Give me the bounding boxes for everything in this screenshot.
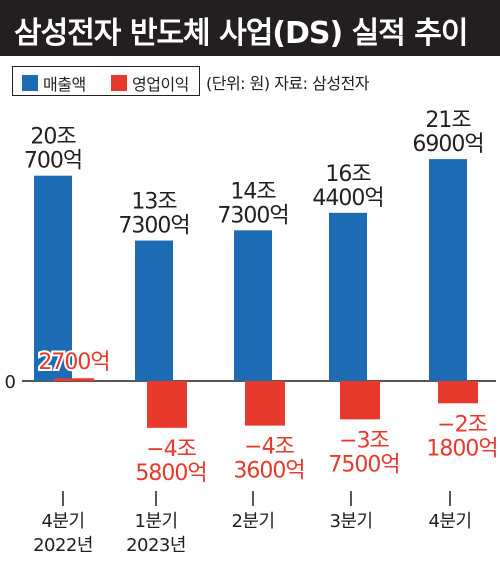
bar-revenue bbox=[429, 159, 467, 381]
data-label-profit: −4조 bbox=[244, 435, 294, 460]
bar-profit bbox=[147, 381, 187, 428]
bar-profit bbox=[245, 381, 285, 426]
data-label-revenue: 20조 bbox=[30, 125, 76, 150]
data-label-profit: 7500억 bbox=[328, 452, 399, 477]
legend-label-revenue: 매출액 bbox=[43, 75, 86, 94]
bar-profit bbox=[54, 378, 94, 381]
data-label-revenue: 13조 bbox=[131, 190, 177, 215]
data-label-revenue: 700억 bbox=[24, 149, 82, 174]
x-tick-label: 4분기 bbox=[41, 511, 84, 532]
data-label-profit: 3600억 bbox=[233, 459, 304, 484]
data-label-revenue: 4400억 bbox=[312, 186, 383, 211]
x-tick-label: 4분기 bbox=[428, 511, 471, 532]
data-label-profit: 5800억 bbox=[135, 461, 206, 486]
data-label-revenue: 14조 bbox=[230, 179, 276, 204]
data-label-profit: 1800억 bbox=[426, 436, 497, 461]
legend: 매출액 영업이익 bbox=[12, 66, 200, 96]
x-tick-label: 2분기 bbox=[231, 511, 274, 532]
bar-profit bbox=[438, 381, 478, 404]
x-tick-label: 1분기 bbox=[134, 511, 177, 532]
bar-revenue bbox=[329, 212, 367, 381]
legend-label-profit: 영업이익 bbox=[132, 75, 189, 94]
x-tick-label: 2022년 bbox=[33, 535, 93, 556]
source-note: (단위: 원) 자료: 삼성전자 bbox=[206, 74, 370, 93]
legend-swatch-profit bbox=[111, 75, 127, 91]
data-label-profit: −3조 bbox=[339, 428, 389, 453]
x-tick-label: 2023년 bbox=[126, 535, 186, 556]
legend-swatch-revenue bbox=[22, 75, 38, 91]
x-tick-label: 3분기 bbox=[329, 511, 372, 532]
data-label-profit: 2700억 bbox=[38, 350, 109, 375]
data-label-revenue: 16조 bbox=[325, 162, 371, 187]
title-bar: 삼성전자 반도체 사업(DS) 실적 추이 bbox=[0, 0, 500, 56]
bar-revenue bbox=[234, 230, 272, 381]
data-label-profit: −2조 bbox=[437, 412, 487, 437]
data-label-revenue: 7300억 bbox=[217, 203, 288, 228]
data-label-revenue: 6900억 bbox=[412, 132, 483, 157]
legend-item-revenue: 매출액 bbox=[22, 71, 86, 95]
data-label-profit: −4조 bbox=[146, 437, 196, 462]
data-label-revenue: 7300억 bbox=[118, 214, 189, 239]
legend-item-profit: 영업이익 bbox=[111, 71, 189, 95]
bar-revenue bbox=[135, 240, 173, 381]
bar-revenue bbox=[34, 175, 72, 381]
bar-profit bbox=[340, 381, 380, 420]
y-tick-label-zero: 0 bbox=[5, 372, 16, 393]
data-label-revenue: 21조 bbox=[425, 108, 471, 133]
chart-title: 삼성전자 반도체 사업(DS) 실적 추이 bbox=[14, 16, 469, 51]
